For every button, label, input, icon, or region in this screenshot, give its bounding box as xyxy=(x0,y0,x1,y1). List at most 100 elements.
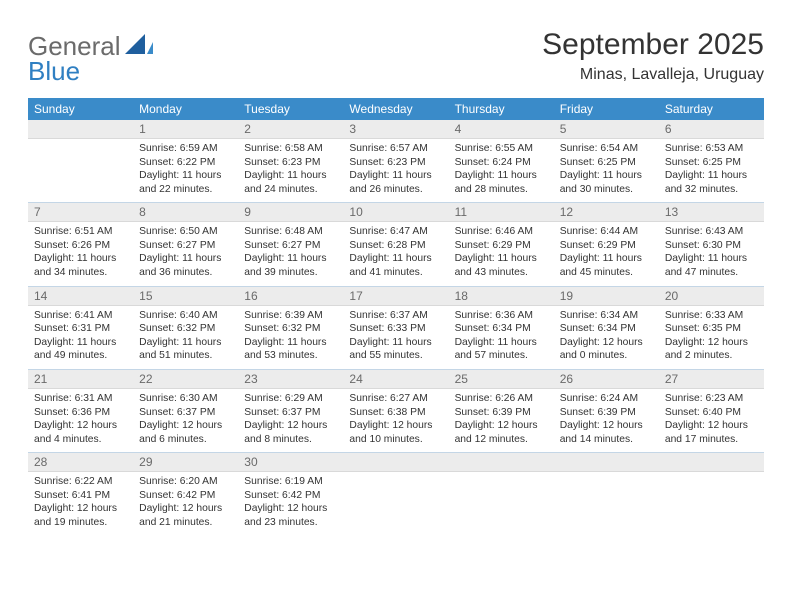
day-number: 17 xyxy=(343,286,448,305)
sunrise-text: Sunrise: 6:22 AM xyxy=(34,475,127,489)
sunset-text: Sunset: 6:32 PM xyxy=(139,322,232,336)
day-number: 1 xyxy=(133,120,238,139)
sunset-text: Sunset: 6:40 PM xyxy=(665,406,758,420)
sunrise-text: Sunrise: 6:26 AM xyxy=(455,392,548,406)
day-number xyxy=(554,453,659,472)
daylight-text: Daylight: 12 hours and 4 minutes. xyxy=(34,419,127,446)
day-cell xyxy=(28,139,133,203)
day-cell xyxy=(449,472,554,536)
day-number: 21 xyxy=(28,369,133,388)
sunrise-text: Sunrise: 6:50 AM xyxy=(139,225,232,239)
daynum-row: 21222324252627 xyxy=(28,369,764,388)
daylight-text: Daylight: 11 hours and 45 minutes. xyxy=(560,252,653,279)
sunset-text: Sunset: 6:26 PM xyxy=(34,239,127,253)
day-cell: Sunrise: 6:22 AMSunset: 6:41 PMDaylight:… xyxy=(28,472,133,536)
sunrise-text: Sunrise: 6:36 AM xyxy=(455,309,548,323)
daylight-text: Daylight: 12 hours and 0 minutes. xyxy=(560,336,653,363)
day-cell: Sunrise: 6:58 AMSunset: 6:23 PMDaylight:… xyxy=(238,139,343,203)
day-cell: Sunrise: 6:26 AMSunset: 6:39 PMDaylight:… xyxy=(449,388,554,452)
sunrise-text: Sunrise: 6:39 AM xyxy=(244,309,337,323)
sunset-text: Sunset: 6:28 PM xyxy=(349,239,442,253)
sunset-text: Sunset: 6:25 PM xyxy=(665,156,758,170)
day-number: 24 xyxy=(343,369,448,388)
daylight-text: Daylight: 12 hours and 17 minutes. xyxy=(665,419,758,446)
day-number: 28 xyxy=(28,453,133,472)
sunrise-text: Sunrise: 6:29 AM xyxy=(244,392,337,406)
day-cell: Sunrise: 6:48 AMSunset: 6:27 PMDaylight:… xyxy=(238,222,343,286)
content-row: Sunrise: 6:59 AMSunset: 6:22 PMDaylight:… xyxy=(28,139,764,203)
day-number: 6 xyxy=(659,120,764,139)
daylight-text: Daylight: 12 hours and 8 minutes. xyxy=(244,419,337,446)
calendar-body: 123456Sunrise: 6:59 AMSunset: 6:22 PMDay… xyxy=(28,120,764,536)
day-cell: Sunrise: 6:34 AMSunset: 6:34 PMDaylight:… xyxy=(554,305,659,369)
calendar-page: General Blue September 2025 Minas, Laval… xyxy=(0,0,792,536)
daylight-text: Daylight: 12 hours and 21 minutes. xyxy=(139,502,232,529)
day-number: 14 xyxy=(28,286,133,305)
daylight-text: Daylight: 11 hours and 51 minutes. xyxy=(139,336,232,363)
daynum-row: 14151617181920 xyxy=(28,286,764,305)
daylight-text: Daylight: 11 hours and 34 minutes. xyxy=(34,252,127,279)
daylight-text: Daylight: 11 hours and 49 minutes. xyxy=(34,336,127,363)
day-number xyxy=(343,453,448,472)
day-number xyxy=(449,453,554,472)
sunset-text: Sunset: 6:42 PM xyxy=(244,489,337,503)
sunrise-text: Sunrise: 6:58 AM xyxy=(244,142,337,156)
day-cell: Sunrise: 6:54 AMSunset: 6:25 PMDaylight:… xyxy=(554,139,659,203)
sunrise-text: Sunrise: 6:27 AM xyxy=(349,392,442,406)
sunset-text: Sunset: 6:27 PM xyxy=(244,239,337,253)
day-cell: Sunrise: 6:33 AMSunset: 6:35 PMDaylight:… xyxy=(659,305,764,369)
day-number: 5 xyxy=(554,120,659,139)
day-cell: Sunrise: 6:44 AMSunset: 6:29 PMDaylight:… xyxy=(554,222,659,286)
sunrise-text: Sunrise: 6:55 AM xyxy=(455,142,548,156)
daynum-row: 123456 xyxy=(28,120,764,139)
day-cell: Sunrise: 6:30 AMSunset: 6:37 PMDaylight:… xyxy=(133,388,238,452)
day-number: 19 xyxy=(554,286,659,305)
sunrise-text: Sunrise: 6:46 AM xyxy=(455,225,548,239)
content-row: Sunrise: 6:51 AMSunset: 6:26 PMDaylight:… xyxy=(28,222,764,286)
day-cell: Sunrise: 6:43 AMSunset: 6:30 PMDaylight:… xyxy=(659,222,764,286)
content-row: Sunrise: 6:31 AMSunset: 6:36 PMDaylight:… xyxy=(28,388,764,452)
daynum-row: 282930 xyxy=(28,453,764,472)
day-cell: Sunrise: 6:46 AMSunset: 6:29 PMDaylight:… xyxy=(449,222,554,286)
daylight-text: Daylight: 12 hours and 23 minutes. xyxy=(244,502,337,529)
day-number: 12 xyxy=(554,203,659,222)
day-number: 2 xyxy=(238,120,343,139)
sunrise-text: Sunrise: 6:37 AM xyxy=(349,309,442,323)
sunset-text: Sunset: 6:32 PM xyxy=(244,322,337,336)
sunset-text: Sunset: 6:35 PM xyxy=(665,322,758,336)
location-subtitle: Minas, Lavalleja, Uruguay xyxy=(542,66,764,84)
day-cell: Sunrise: 6:55 AMSunset: 6:24 PMDaylight:… xyxy=(449,139,554,203)
sunrise-text: Sunrise: 6:44 AM xyxy=(560,225,653,239)
day-number: 27 xyxy=(659,369,764,388)
daylight-text: Daylight: 12 hours and 12 minutes. xyxy=(455,419,548,446)
day-cell: Sunrise: 6:41 AMSunset: 6:31 PMDaylight:… xyxy=(28,305,133,369)
daylight-text: Daylight: 11 hours and 53 minutes. xyxy=(244,336,337,363)
sunrise-text: Sunrise: 6:34 AM xyxy=(560,309,653,323)
sunrise-text: Sunrise: 6:48 AM xyxy=(244,225,337,239)
logo: General Blue xyxy=(28,28,153,83)
sunset-text: Sunset: 6:38 PM xyxy=(349,406,442,420)
daylight-text: Daylight: 11 hours and 28 minutes. xyxy=(455,169,548,196)
calendar-thead: Sunday Monday Tuesday Wednesday Thursday… xyxy=(28,98,764,120)
day-cell: Sunrise: 6:59 AMSunset: 6:22 PMDaylight:… xyxy=(133,139,238,203)
sunset-text: Sunset: 6:27 PM xyxy=(139,239,232,253)
sunrise-text: Sunrise: 6:59 AM xyxy=(139,142,232,156)
day-cell: Sunrise: 6:31 AMSunset: 6:36 PMDaylight:… xyxy=(28,388,133,452)
sunset-text: Sunset: 6:36 PM xyxy=(34,406,127,420)
day-number: 25 xyxy=(449,369,554,388)
sunset-text: Sunset: 6:41 PM xyxy=(34,489,127,503)
sunrise-text: Sunrise: 6:43 AM xyxy=(665,225,758,239)
daylight-text: Daylight: 11 hours and 26 minutes. xyxy=(349,169,442,196)
sunset-text: Sunset: 6:24 PM xyxy=(455,156,548,170)
weekday-header: Wednesday xyxy=(343,98,448,120)
sunset-text: Sunset: 6:42 PM xyxy=(139,489,232,503)
sunrise-text: Sunrise: 6:33 AM xyxy=(665,309,758,323)
day-cell: Sunrise: 6:50 AMSunset: 6:27 PMDaylight:… xyxy=(133,222,238,286)
weekday-header: Sunday xyxy=(28,98,133,120)
weekday-header: Monday xyxy=(133,98,238,120)
day-number: 7 xyxy=(28,203,133,222)
content-row: Sunrise: 6:41 AMSunset: 6:31 PMDaylight:… xyxy=(28,305,764,369)
daylight-text: Daylight: 11 hours and 32 minutes. xyxy=(665,169,758,196)
sunrise-text: Sunrise: 6:24 AM xyxy=(560,392,653,406)
content-row: Sunrise: 6:22 AMSunset: 6:41 PM Daylight:… xyxy=(28,472,764,536)
